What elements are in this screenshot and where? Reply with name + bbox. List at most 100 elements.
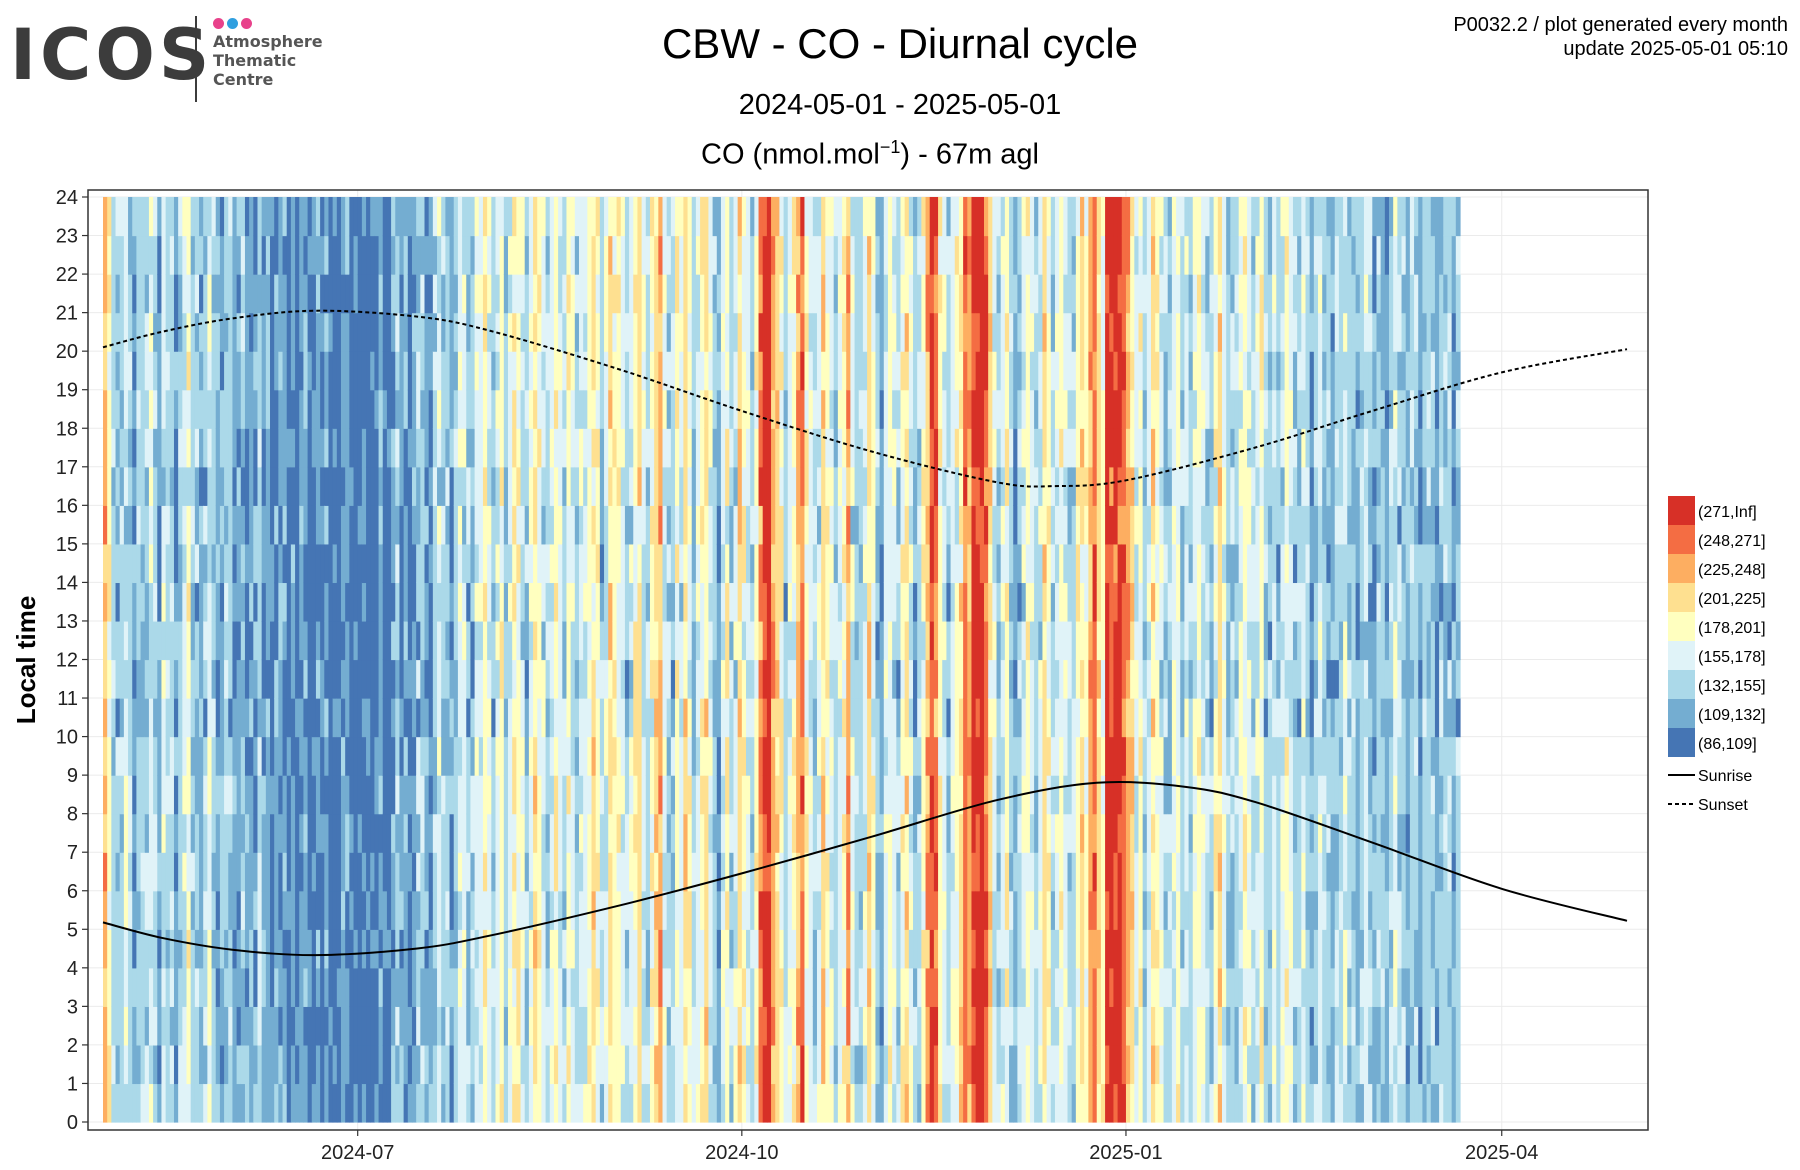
heatmap-cell <box>883 466 889 506</box>
heatmap-cell <box>883 505 889 545</box>
heatmap-cell <box>750 813 755 853</box>
heatmap-cell <box>445 351 451 391</box>
heatmap-cell <box>411 659 417 699</box>
heatmap-cell <box>787 1044 793 1085</box>
heatmap-cell <box>224 736 229 776</box>
heatmap-cell <box>921 890 927 930</box>
heatmap-cell <box>904 659 910 699</box>
heatmap-cell <box>608 1006 613 1046</box>
heatmap-cell <box>495 351 501 391</box>
heatmap-cell <box>528 466 534 506</box>
heatmap-cell <box>862 235 868 275</box>
heatmap-cell <box>758 389 764 429</box>
heatmap-cell <box>169 736 175 776</box>
heatmap-cell <box>391 890 396 930</box>
heatmap-cell <box>733 775 739 815</box>
heatmap-cell <box>867 312 872 352</box>
heatmap-cell <box>257 890 263 930</box>
heatmap-cell <box>695 505 701 545</box>
heatmap-cell <box>558 389 563 429</box>
heatmap-cell <box>386 582 392 622</box>
heatmap-cell <box>353 890 359 930</box>
heatmap-cell <box>825 351 831 391</box>
heatmap-cell <box>382 274 388 314</box>
heatmap-cell <box>495 698 501 738</box>
heatmap-cell <box>837 582 843 622</box>
heatmap-cell <box>441 1044 446 1085</box>
heatmap-cell <box>942 620 948 661</box>
heatmap-cell <box>887 1044 893 1085</box>
heatmap-cell <box>173 274 179 314</box>
heatmap-cell <box>887 351 893 391</box>
heatmap-cell <box>716 505 722 545</box>
heatmap-cell <box>161 698 167 738</box>
heatmap-cell <box>896 312 902 352</box>
heatmap-cell <box>933 620 939 661</box>
heatmap-cell <box>624 1044 630 1085</box>
heatmap-cell <box>771 1083 776 1123</box>
heatmap-cell <box>320 890 325 930</box>
heatmap-cell <box>228 620 234 661</box>
heatmap-cell <box>165 813 171 853</box>
heatmap-cell <box>725 274 730 314</box>
heatmap-cell <box>879 775 885 815</box>
heatmap-cell <box>850 582 856 622</box>
heatmap-cell <box>887 428 893 468</box>
heatmap-cell <box>194 582 200 622</box>
heatmap-cell <box>345 466 350 506</box>
heatmap-cell <box>842 698 847 738</box>
heatmap-cell <box>746 389 751 429</box>
heatmap-cell <box>687 466 693 506</box>
heatmap-cell <box>303 967 309 1007</box>
heatmap-cell <box>165 1006 171 1046</box>
heatmap-cell <box>482 890 488 930</box>
heatmap-cell <box>675 428 680 468</box>
heatmap-cell <box>232 967 238 1007</box>
heatmap-cell <box>503 312 509 352</box>
heatmap-cell <box>432 582 438 622</box>
heatmap-cell <box>257 659 263 699</box>
heatmap-cell <box>391 736 396 776</box>
heatmap-cell <box>324 929 330 969</box>
heatmap-cell <box>520 852 526 892</box>
heatmap-cell <box>349 967 355 1007</box>
heatmap-cell <box>837 1044 843 1085</box>
heatmap-cell <box>374 466 380 506</box>
heatmap-cell <box>111 813 117 853</box>
heatmap-cell <box>942 274 948 314</box>
heatmap-cell <box>629 852 634 892</box>
heatmap-cell <box>942 235 948 275</box>
heatmap-cell <box>837 505 843 545</box>
heatmap-cell <box>148 428 154 468</box>
heatmap-cell <box>946 736 952 776</box>
heatmap-cell <box>800 466 806 506</box>
heatmap-cell <box>261 929 267 969</box>
heatmap-cell <box>253 505 259 545</box>
heatmap-cell <box>842 543 847 584</box>
heatmap-cell <box>508 389 513 429</box>
heatmap-cell <box>645 698 651 738</box>
heatmap-cell <box>403 967 409 1007</box>
heatmap-cell <box>649 389 655 429</box>
heatmap-cell <box>875 890 881 930</box>
heatmap-cell <box>228 274 234 314</box>
heatmap-cell <box>173 1006 179 1046</box>
heatmap-cell <box>178 698 183 738</box>
heatmap-cell <box>111 1083 117 1123</box>
heatmap-cell <box>829 351 835 391</box>
heatmap-cell <box>716 312 722 352</box>
heatmap-cell <box>942 659 948 699</box>
heatmap-cell <box>629 775 634 815</box>
heatmap-cell <box>153 351 158 391</box>
heatmap-cell <box>520 1083 526 1123</box>
heatmap-cell <box>687 312 693 352</box>
heatmap-cell <box>829 389 835 429</box>
heatmap-cell <box>620 620 626 661</box>
heatmap-cell <box>553 775 559 815</box>
heatmap-cell <box>750 543 755 584</box>
heatmap-cell <box>608 736 613 776</box>
heatmap-cell <box>762 813 768 853</box>
heatmap-cell <box>265 197 271 237</box>
heatmap-cell <box>157 505 163 545</box>
heatmap-cell <box>148 351 154 391</box>
